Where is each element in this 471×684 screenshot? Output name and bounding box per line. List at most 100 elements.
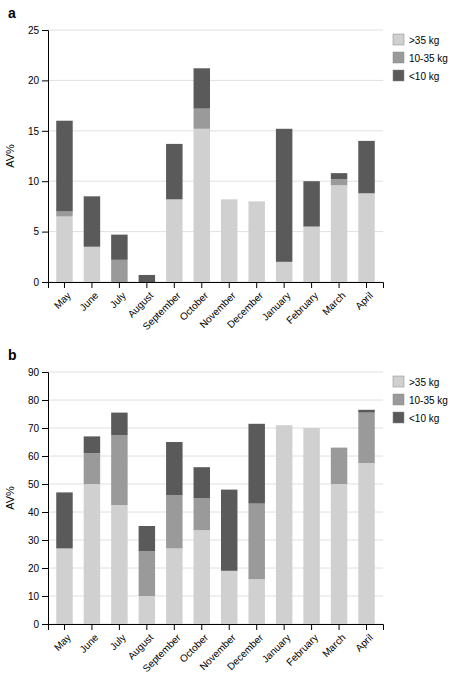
legend-item: 10-35 kg [393, 52, 448, 64]
tick-mark [64, 282, 65, 288]
tick-label: 10 [28, 176, 40, 187]
axis-title: AV% [4, 486, 16, 510]
bar [111, 435, 127, 505]
tick: April [353, 624, 375, 654]
bar [331, 173, 347, 179]
bar [331, 448, 347, 484]
bar [111, 413, 127, 435]
bar [303, 181, 319, 226]
tick: March [320, 282, 347, 317]
tick-label: 70 [28, 423, 40, 434]
bar [111, 505, 127, 624]
tick-label: 30 [28, 535, 40, 546]
bar [358, 463, 374, 624]
bar [303, 227, 319, 282]
tick-label: 25 [28, 25, 40, 36]
tick-mark [339, 624, 340, 630]
bar [56, 548, 72, 624]
legend-swatch [393, 394, 404, 405]
x-axis: MayJuneJulyAugustSeptemberOctoberNovembe… [49, 282, 384, 332]
grid-line [48, 130, 383, 131]
tick: 50 [28, 479, 48, 490]
bar [166, 144, 182, 199]
bar [248, 201, 264, 282]
tick-mark [91, 624, 92, 630]
tick-label: September [140, 289, 183, 332]
tick-mark [174, 624, 175, 630]
axis-line [42, 31, 49, 283]
bar [111, 235, 127, 260]
bar [84, 247, 100, 282]
tick: 0 [33, 277, 48, 288]
tick: June [77, 282, 100, 313]
axis-line [49, 283, 384, 289]
bar [56, 492, 72, 548]
grid-line [48, 428, 383, 429]
figure: 0510152025MayJuneJulyAugustSeptemberOcto… [0, 0, 471, 684]
tick-mark [42, 80, 48, 81]
legend: >35 kg10-35 kg<10 kg [393, 376, 448, 424]
bar [221, 199, 237, 200]
tick-mark [42, 181, 48, 182]
tick-mark [42, 30, 48, 31]
bar [194, 498, 210, 530]
bar [303, 428, 319, 429]
tick-label: February [284, 632, 320, 668]
bar [248, 424, 264, 504]
tick-label: April [353, 290, 375, 312]
legend-label: >35 kg [409, 35, 439, 46]
tick-mark [42, 568, 48, 569]
tick-label: June [77, 289, 100, 312]
bars [56, 68, 375, 282]
tick: February [284, 624, 320, 668]
tick-mark [339, 282, 340, 288]
legend-label: 10-35 kg [409, 53, 448, 64]
bar [194, 530, 210, 624]
tick: 15 [28, 126, 48, 137]
bar-series [56, 109, 347, 282]
tick-mark [64, 624, 65, 630]
tick-label: March [320, 632, 347, 659]
bar [331, 447, 347, 448]
tick: 30 [28, 535, 48, 546]
grid-line [48, 80, 383, 81]
tick-label: July [108, 290, 128, 310]
tick-mark [174, 282, 175, 288]
legend-swatch [393, 376, 404, 387]
bar [84, 484, 100, 624]
legend-label: 10-35 kg [409, 395, 448, 406]
tick-label: 5 [33, 226, 39, 237]
tick-label: 60 [28, 451, 40, 462]
tick-mark [229, 624, 230, 630]
y-axis: 0510152025 [28, 25, 49, 288]
tick: 0 [33, 619, 48, 630]
tick: May [52, 624, 73, 653]
tick-label: April [353, 632, 375, 654]
bar [56, 121, 72, 212]
tick-mark [42, 232, 48, 233]
tick: April [353, 282, 375, 312]
legend-swatch [393, 52, 404, 63]
tick: July [108, 624, 128, 652]
tick: December [225, 624, 266, 672]
tick-label: 0 [33, 277, 39, 288]
tick-mark [256, 624, 257, 630]
tick-mark [201, 624, 202, 630]
tick: 10 [28, 591, 48, 602]
tick-label: 40 [28, 507, 40, 518]
legend-item: 10-35 kg [393, 394, 448, 406]
bar [194, 109, 210, 129]
tick-mark [146, 282, 147, 288]
tick-mark [42, 282, 48, 283]
tick: 5 [33, 226, 48, 237]
tick-mark [42, 400, 48, 401]
tick-label: 80 [28, 395, 40, 406]
bar [111, 260, 127, 282]
tick-mark [366, 624, 367, 630]
legend-item: >35 kg [393, 376, 439, 388]
bar [139, 275, 155, 282]
bar [331, 484, 347, 624]
tick-mark [119, 282, 120, 288]
bar [84, 453, 100, 484]
bar [358, 141, 374, 193]
